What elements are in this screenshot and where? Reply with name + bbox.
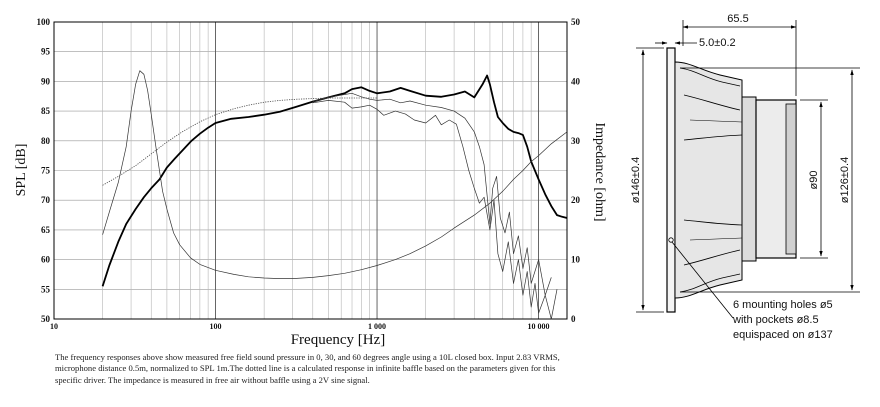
x-tick-label: 10 (50, 322, 58, 331)
y-right-tick-label: 0 (571, 314, 576, 324)
x-axis-label: Frequency [Hz] (291, 332, 386, 348)
outer-diameter-dimension: ø146±0.4 (630, 157, 642, 203)
y-left-tick-label: 85 (41, 106, 51, 116)
series-spl-60deg (312, 100, 558, 320)
series-spl-on-axis (101, 74, 568, 287)
y-right-tick-label: 30 (571, 136, 581, 146)
y-left-tick-label: 65 (41, 225, 51, 235)
y-left-axis-label: SPL [dB] (14, 144, 29, 197)
dimension-lines (636, 20, 860, 319)
x-tick-label: 1 000 (368, 322, 386, 331)
y-left-tick-label: 55 (41, 284, 51, 294)
y-left-tick-label: 95 (41, 47, 51, 57)
y-left-tick-label: 50 (41, 314, 51, 324)
y-left-tick-label: 100 (37, 17, 51, 27)
x-tick-label: 10 000 (528, 322, 550, 331)
series-impedance (102, 70, 568, 279)
y-left-tick-label: 75 (41, 166, 51, 176)
mounting-note-line-2: with pockets ø8.5 (732, 314, 819, 326)
cutout-diameter-dimension: ø126±0.4 (839, 157, 851, 203)
plot-frame (53, 21, 568, 320)
y-right-axis-label: Impedance [ohm] (592, 122, 607, 221)
x-tick-label: 100 (210, 322, 222, 331)
magnet-diameter-dimension: ø90 (808, 171, 820, 190)
y-right-tick-label: 10 (571, 255, 581, 265)
y-right-tick-label: 40 (571, 76, 581, 86)
driver-body (666, 47, 797, 313)
depth-dimension: 65.5 (727, 13, 748, 25)
driver-dimension-drawing: 65.5 5.0±0.2 ø146±0.4 ø90 ø126±0.4 6 mou… (630, 13, 860, 341)
chart-grid (53, 21, 567, 320)
y-left-tick-label: 70 (41, 195, 51, 205)
y-left-ticks: 50 55 60 65 70 75 80 85 90 95 100 (37, 17, 51, 324)
y-left-tick-label: 80 (41, 136, 51, 146)
y-left-tick-label: 60 (41, 255, 51, 265)
y-right-tick-label: 20 (571, 195, 581, 205)
y-right-tick-label: 50 (571, 17, 581, 27)
flange-dimension: 5.0±0.2 (699, 37, 736, 49)
y-left-tick-label: 90 (41, 76, 51, 86)
y-right-ticks: 0 10 20 30 40 50 (571, 17, 581, 324)
x-ticks: 10 100 1 000 10 000 (50, 322, 550, 331)
series-spl-30deg (312, 92, 552, 296)
chart-series (101, 70, 568, 320)
mounting-note-line-1: 6 mounting holes ø5 (733, 299, 833, 311)
mounting-note-line-3: equispaced on ø137 (733, 329, 833, 341)
chart-caption: The frequency responses above show measu… (55, 352, 560, 385)
